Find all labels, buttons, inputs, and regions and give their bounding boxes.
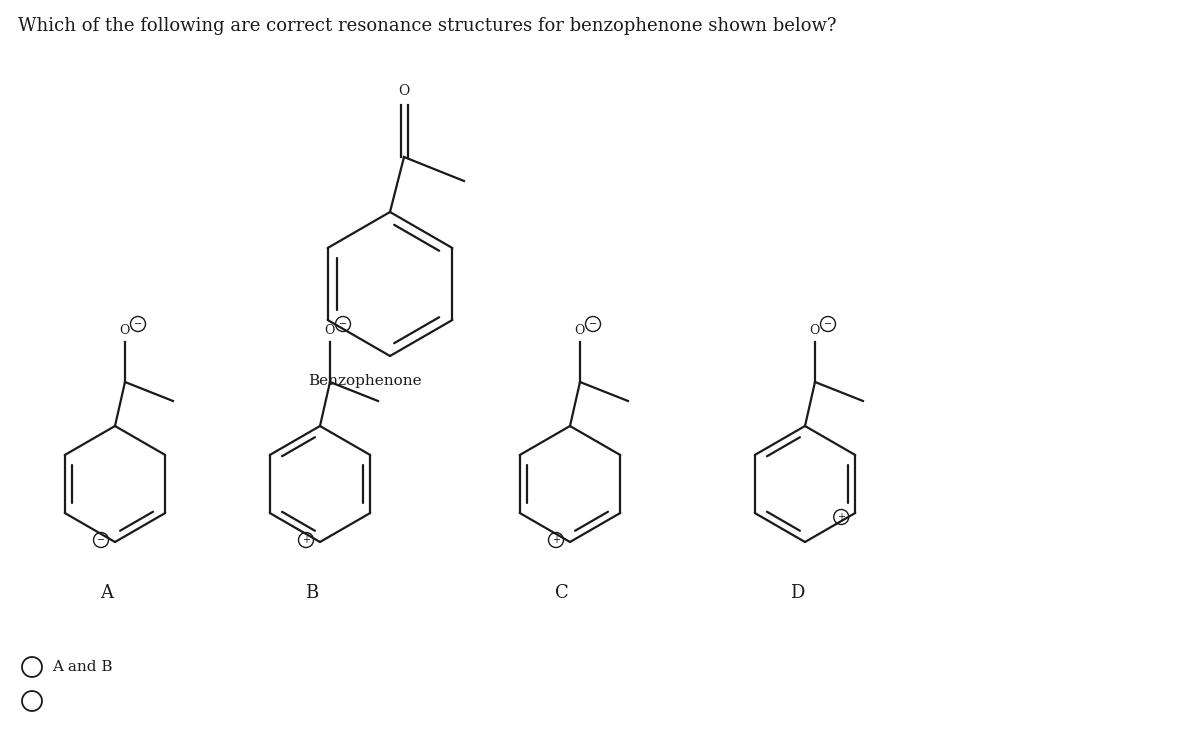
Text: D: D xyxy=(790,584,804,602)
Text: O: O xyxy=(324,324,334,337)
Text: −: − xyxy=(589,319,598,329)
Text: C: C xyxy=(556,584,569,602)
Text: O: O xyxy=(574,324,584,337)
Text: B: B xyxy=(305,584,319,602)
Text: −: − xyxy=(134,319,142,329)
Text: +: + xyxy=(838,512,845,522)
Text: Benzophenone: Benzophenone xyxy=(308,374,422,388)
Text: O: O xyxy=(809,324,820,337)
Text: +: + xyxy=(302,535,310,545)
Text: −: − xyxy=(338,319,347,329)
Text: −: − xyxy=(97,535,106,545)
Text: +: + xyxy=(552,535,560,545)
Text: A: A xyxy=(101,584,114,602)
Text: O: O xyxy=(119,324,130,337)
Text: A and B: A and B xyxy=(52,660,113,674)
Text: O: O xyxy=(398,84,409,98)
Text: Which of the following are correct resonance structures for benzophenone shown b: Which of the following are correct reson… xyxy=(18,17,836,35)
Text: −: − xyxy=(824,319,832,329)
